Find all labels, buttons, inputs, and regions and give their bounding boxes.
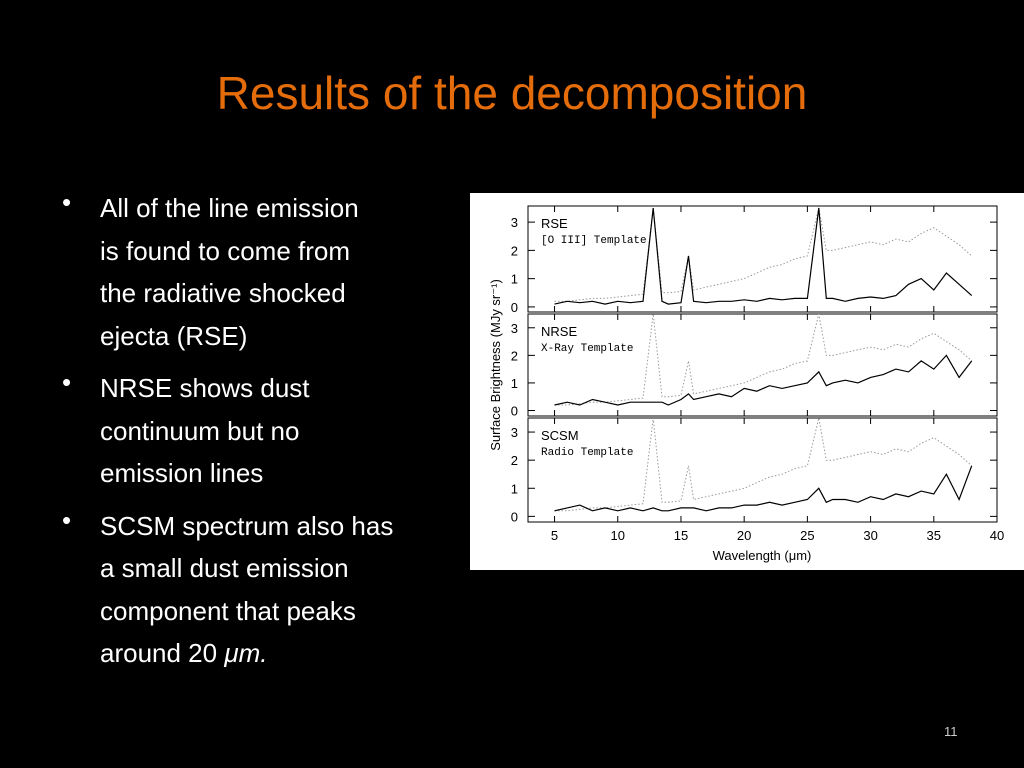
panel-frame: [527, 417, 998, 523]
y-tick-label: 2: [511, 243, 518, 258]
x-tick-label: 10: [611, 528, 625, 543]
spectrum-line: [554, 207, 973, 302]
figure: 0 1 2 3 RSE [O III] Template 0 1 2 3 NRSE X-Ray Tem…: [470, 193, 1024, 570]
bullet-line: continuum but no: [100, 415, 300, 446]
x-tick-label: 15: [674, 528, 688, 543]
panel-title: RSE: [541, 216, 568, 231]
page-number: 11: [944, 724, 958, 739]
panel-title: NRSE: [541, 324, 577, 339]
y-tick-label: 1: [511, 481, 518, 496]
panel-subtitle: X-Ray Template: [541, 343, 633, 355]
x-tick-label: 20: [737, 528, 751, 543]
y-tick-label: 2: [511, 453, 518, 468]
y-tick-label: 0: [511, 509, 518, 524]
bullet-item: SCSM spectrum also has a small dust emiss…: [62, 505, 393, 675]
bullet-line: is found to come from: [100, 235, 350, 266]
spectrum-line: [554, 314, 973, 406]
spectrum-line: [554, 207, 973, 305]
bullet-list: All of the line emission is found to come…: [62, 187, 393, 685]
bullet-line: All of the line emission: [100, 193, 359, 223]
bullet-line: NRSE shows dust: [100, 373, 310, 403]
y-tick-label: 3: [511, 215, 518, 230]
x-axis-label: Wavelength (μm): [713, 548, 812, 563]
y-tick-label: 3: [511, 425, 518, 440]
x-tick-label: 30: [863, 528, 877, 543]
bullet-line: SCSM spectrum also has: [100, 510, 394, 541]
bullet-line: component that peaks: [100, 595, 356, 626]
bullet-line: emission lines: [100, 458, 264, 488]
bullet-item: NRSE shows dust continuum but no emission …: [62, 367, 393, 495]
x-tick-label: 40: [990, 528, 1004, 543]
x-tick-label: 25: [800, 528, 814, 543]
slide-title: Results of the decomposition: [216, 67, 808, 119]
emphasis: μm.: [224, 638, 268, 668]
bullet-line: ejecta (RSE): [100, 320, 248, 351]
panel-title: SCSM: [541, 428, 579, 443]
bullet-line: a small dust emission: [100, 553, 349, 583]
panel-subtitle: Radio Template: [541, 447, 633, 459]
x-tick-label: 5: [551, 528, 558, 543]
y-tick-label: 1: [511, 376, 518, 391]
y-tick-label: 0: [511, 300, 518, 315]
x-tick-label: 35: [927, 528, 941, 543]
spectrum-line: [554, 354, 973, 406]
spectrum-line: [554, 465, 973, 512]
y-tick-label: 0: [511, 403, 518, 418]
y-tick-label: 2: [511, 348, 518, 363]
y-tick-label: 1: [511, 272, 518, 287]
bullet-line: the radiative shocked: [100, 278, 346, 308]
bullet-item: All of the line emission is found to come…: [62, 187, 393, 357]
panel-frame: [527, 205, 998, 313]
panel-frame: [527, 313, 998, 417]
y-tick-label: 3: [511, 321, 518, 336]
y-axis-label: Surface Brightness (MJy sr⁻¹): [488, 279, 503, 451]
bullet-line: around 20 μm.: [100, 638, 268, 668]
panel-subtitle: [O III] Template: [541, 235, 647, 247]
